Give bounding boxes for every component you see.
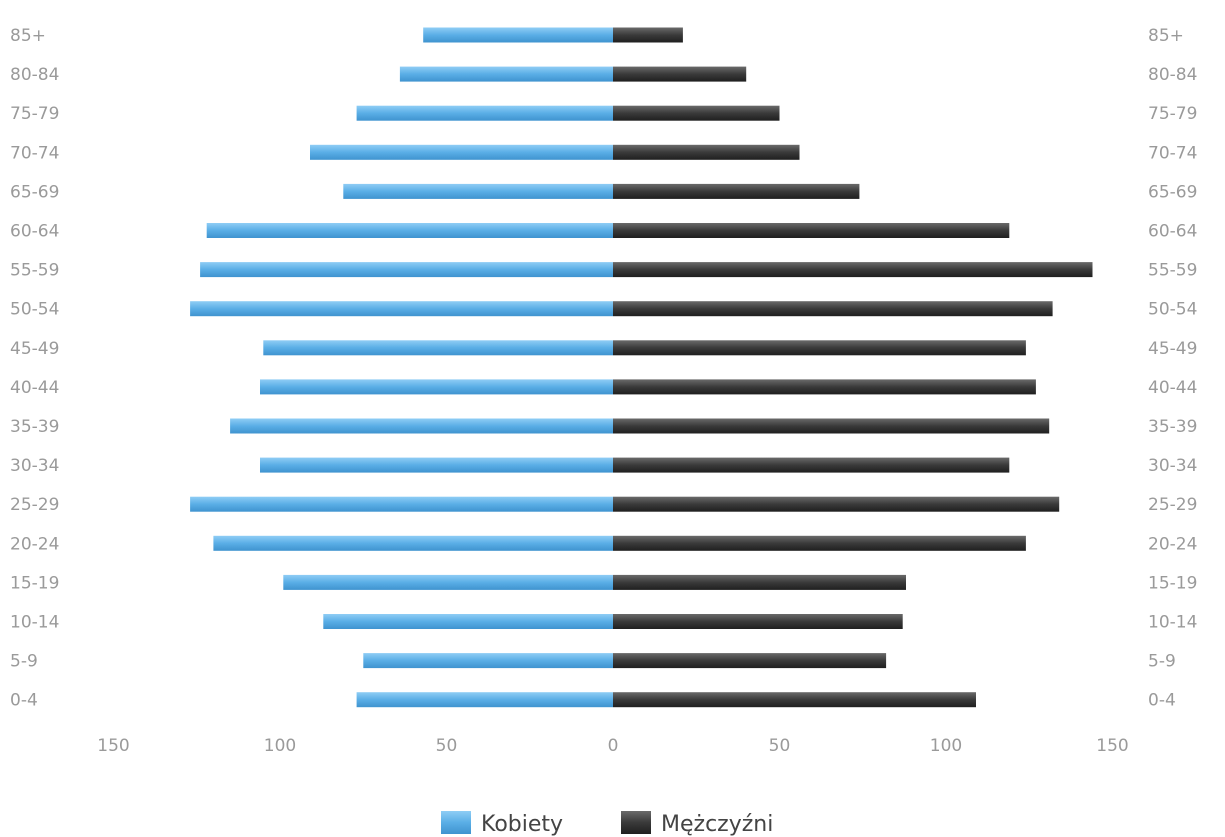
y-label-right-30-34: 30-34 bbox=[1148, 456, 1197, 476]
x-tick-neg-50: 50 bbox=[436, 736, 458, 756]
y-label-right-80-84: 80-84 bbox=[1148, 65, 1197, 85]
y-label-left-5-9: 5-9 bbox=[10, 652, 38, 672]
y-label-left-15-19: 15-19 bbox=[10, 573, 59, 593]
bar-mezczyzni-85plus bbox=[613, 27, 683, 43]
series-mezczyzni-bars bbox=[613, 27, 1093, 708]
bar-kobiety-5-9 bbox=[363, 653, 614, 669]
bar-mezczyzni-25-29 bbox=[613, 496, 1060, 512]
y-label-left-40-44: 40-44 bbox=[10, 378, 59, 398]
y-label-left-45-49: 45-49 bbox=[10, 339, 59, 359]
y-label-right-75-79: 75-79 bbox=[1148, 104, 1197, 124]
y-label-right-50-54: 50-54 bbox=[1148, 300, 1197, 320]
legend-label-mezczyzni: Mężczyźni bbox=[661, 812, 773, 837]
bar-kobiety-10-14 bbox=[323, 614, 613, 629]
y-label-right-40-44: 40-44 bbox=[1148, 378, 1197, 398]
y-label-left-75-79: 75-79 bbox=[10, 104, 59, 124]
bar-mezczyzni-70-74 bbox=[613, 144, 800, 160]
y-label-right-45-49: 45-49 bbox=[1148, 339, 1197, 359]
legend-label-kobiety: Kobiety bbox=[481, 812, 563, 837]
bar-kobiety-35-39 bbox=[230, 418, 613, 434]
bar-kobiety-40-44 bbox=[260, 379, 613, 395]
x-tick-0: 0 bbox=[608, 736, 619, 756]
bar-mezczyzni-10-14 bbox=[613, 614, 903, 629]
y-axis-labels-right: 85+ 80-84 75-79 70-74 65-69 60-64 55-59 50-54 45… bbox=[1148, 26, 1197, 711]
bar-mezczyzni-65-69 bbox=[613, 183, 860, 199]
bar-kobiety-80-84 bbox=[399, 66, 613, 82]
bar-mezczyzni-35-39 bbox=[613, 418, 1050, 434]
bar-mezczyzni-75-79 bbox=[613, 105, 780, 121]
y-label-left-35-39: 35-39 bbox=[10, 417, 59, 437]
bar-kobiety-20-24 bbox=[213, 535, 613, 551]
bar-kobiety-65-69 bbox=[343, 183, 613, 199]
y-label-left-60-64: 60-64 bbox=[10, 222, 59, 242]
bar-kobiety-0-4 bbox=[356, 692, 613, 708]
bar-kobiety-85plus bbox=[423, 27, 613, 43]
x-tick-150: 150 bbox=[1096, 736, 1128, 756]
y-label-right-5-9: 5-9 bbox=[1148, 652, 1176, 672]
bar-mezczyzni-20-24 bbox=[613, 535, 1026, 551]
bar-kobiety-55-59 bbox=[200, 262, 613, 278]
x-axis-tick-labels: 150 100 50 0 50 100 150 bbox=[97, 736, 1128, 756]
y-label-left-10-14: 10-14 bbox=[10, 613, 59, 633]
y-label-right-85plus: 85+ bbox=[1148, 26, 1184, 46]
x-tick-neg-150: 150 bbox=[97, 736, 129, 756]
bar-kobiety-30-34 bbox=[260, 457, 613, 473]
bar-mezczyzni-30-34 bbox=[613, 457, 1010, 473]
bar-kobiety-75-79 bbox=[356, 105, 613, 121]
y-label-left-85plus: 85+ bbox=[10, 26, 46, 46]
y-label-left-50-54: 50-54 bbox=[10, 300, 59, 320]
y-label-right-20-24: 20-24 bbox=[1148, 534, 1197, 554]
y-label-right-60-64: 60-64 bbox=[1148, 222, 1197, 242]
series-kobiety-bars bbox=[190, 27, 614, 708]
bar-kobiety-15-19 bbox=[283, 574, 613, 590]
y-label-left-80-84: 80-84 bbox=[10, 65, 59, 85]
y-label-left-55-59: 55-59 bbox=[10, 261, 59, 281]
bar-kobiety-60-64 bbox=[206, 223, 613, 238]
bar-kobiety-25-29 bbox=[190, 496, 613, 512]
bar-mezczyzni-0-4 bbox=[613, 692, 976, 708]
y-label-right-70-74: 70-74 bbox=[1148, 143, 1197, 163]
bar-mezczyzni-60-64 bbox=[613, 223, 1010, 238]
bar-mezczyzni-15-19 bbox=[613, 574, 906, 590]
y-label-right-25-29: 25-29 bbox=[1148, 495, 1197, 515]
y-label-left-0-4: 0-4 bbox=[10, 691, 38, 711]
y-label-right-10-14: 10-14 bbox=[1148, 613, 1197, 633]
y-label-left-30-34: 30-34 bbox=[10, 456, 59, 476]
y-label-right-0-4: 0-4 bbox=[1148, 691, 1176, 711]
y-label-left-70-74: 70-74 bbox=[10, 143, 59, 163]
y-label-left-65-69: 65-69 bbox=[10, 182, 59, 202]
y-axis-labels-left: 85+ 80-84 75-79 70-74 65-69 60-64 55-59 50-54 45… bbox=[10, 26, 59, 711]
bar-kobiety-50-54 bbox=[190, 301, 613, 317]
legend-swatch-mezczyzni bbox=[621, 811, 651, 834]
bar-mezczyzni-45-49 bbox=[613, 340, 1026, 356]
bar-mezczyzni-80-84 bbox=[613, 66, 747, 82]
x-tick-neg-100: 100 bbox=[264, 736, 296, 756]
legend-swatch-kobiety bbox=[441, 811, 471, 834]
bar-mezczyzni-5-9 bbox=[613, 653, 887, 669]
bar-mezczyzni-40-44 bbox=[613, 379, 1036, 395]
bar-mezczyzni-55-59 bbox=[613, 262, 1093, 278]
bar-mezczyzni-50-54 bbox=[613, 301, 1053, 317]
x-tick-100: 100 bbox=[930, 736, 962, 756]
y-label-right-15-19: 15-19 bbox=[1148, 573, 1197, 593]
x-tick-50: 50 bbox=[769, 736, 791, 756]
y-label-right-55-59: 55-59 bbox=[1148, 261, 1197, 281]
y-label-left-25-29: 25-29 bbox=[10, 495, 59, 515]
y-label-right-35-39: 35-39 bbox=[1148, 417, 1197, 437]
y-label-right-65-69: 65-69 bbox=[1148, 182, 1197, 202]
legend: Kobiety Mężczyźni bbox=[441, 811, 773, 837]
bar-kobiety-45-49 bbox=[263, 340, 613, 356]
bar-kobiety-70-74 bbox=[310, 144, 613, 160]
y-label-left-20-24: 20-24 bbox=[10, 534, 59, 554]
